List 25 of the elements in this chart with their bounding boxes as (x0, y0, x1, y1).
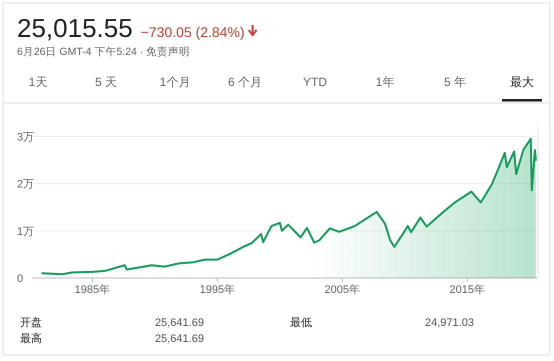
y-tick-label: 3万 (17, 131, 34, 144)
y-tick-label: 2万 (17, 178, 34, 191)
text: 开盘 (20, 317, 42, 329)
text: 5 天 (94, 75, 118, 89)
text: 25,641.69 (155, 333, 204, 345)
text: 最大 (510, 75, 534, 89)
text: 最低 (290, 317, 312, 329)
x-tick-label: 2015年 (449, 284, 485, 296)
chart-subtitle: −730.05 (2.84%) (140, 24, 245, 40)
text: 24,971.03 (425, 317, 474, 329)
text: 最高 (20, 332, 42, 345)
text: 6 个月 (228, 75, 262, 89)
x-tick-label: 1995年 (200, 284, 236, 296)
text: 1天 (28, 75, 48, 89)
chart-title: 25,015.55 (17, 13, 133, 43)
x-tick-label: 2005年 (324, 284, 360, 296)
text: 25,641.69 (155, 317, 204, 329)
y-tick-label: 1万 (17, 226, 34, 238)
text: 1年 (376, 75, 394, 89)
text: 5 年 (444, 75, 466, 89)
y-tick-label: 0 (17, 273, 24, 285)
text: 1个月 (160, 75, 190, 89)
text: 6月26日 GMT-4 下午5:24 · 免责声明 (17, 45, 190, 58)
x-tick-label: 1985年 (74, 284, 110, 296)
text: YTD (303, 75, 328, 89)
